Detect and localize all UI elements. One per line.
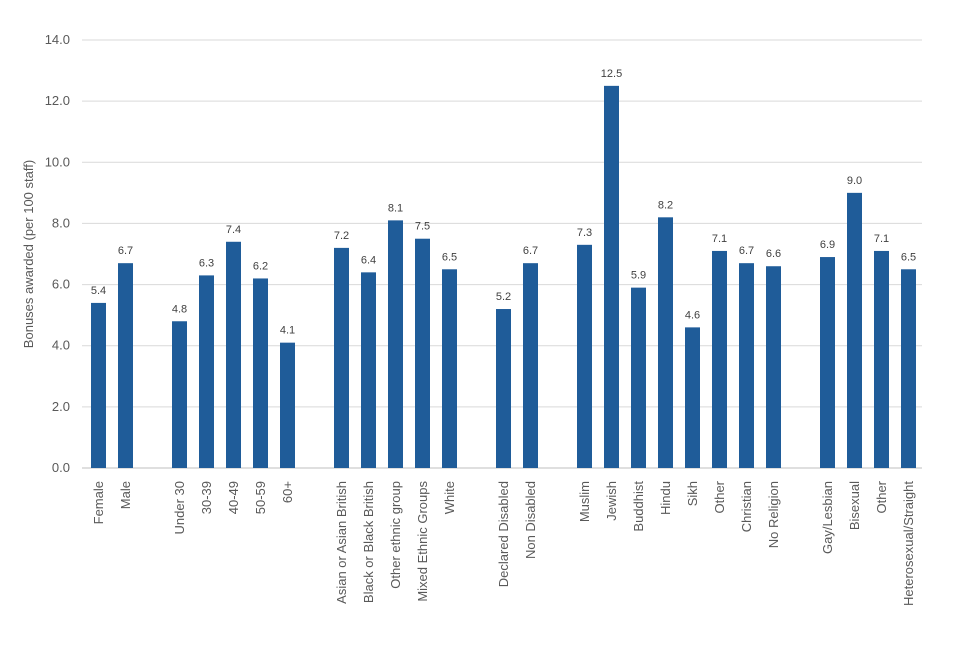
data-label: 6.3 xyxy=(199,257,214,269)
bar xyxy=(280,342,295,468)
data-label: 6.4 xyxy=(361,254,376,266)
x-tick-label: Jewish xyxy=(604,481,619,521)
bar xyxy=(766,266,781,468)
data-label: 7.3 xyxy=(577,227,592,239)
data-label: 6.7 xyxy=(739,245,754,257)
x-tick-label: Gay/Lesbian xyxy=(820,481,835,554)
bar xyxy=(172,321,187,468)
x-tick-label: White xyxy=(442,481,457,514)
x-tick-label: Mixed Ethnic Groups xyxy=(415,481,430,602)
bar xyxy=(334,247,349,468)
y-tick-label: 4.0 xyxy=(52,338,70,353)
x-tick-label: Buddhist xyxy=(631,481,646,532)
x-tick-label: Declared Disabled xyxy=(496,481,511,587)
data-label: 5.9 xyxy=(631,270,646,282)
x-tick-label: No Religion xyxy=(766,481,781,548)
x-tick-label: Sikh xyxy=(685,481,700,506)
bar xyxy=(820,257,835,468)
bar xyxy=(631,287,646,468)
y-tick-label: 0.0 xyxy=(52,460,70,475)
bar xyxy=(604,85,619,468)
bar xyxy=(118,263,133,468)
x-tick-label: Black or Black British xyxy=(361,481,376,603)
x-tick-label: Other xyxy=(874,480,889,513)
bar xyxy=(361,272,376,468)
bar xyxy=(577,244,592,468)
x-tick-label: 50-59 xyxy=(253,481,268,514)
y-tick-label: 10.0 xyxy=(45,154,70,169)
x-tick-label: Male xyxy=(118,481,133,509)
y-axis-title: Bonuses awarded (per 100 staff) xyxy=(21,160,36,348)
x-tick-label: Under 30 xyxy=(172,481,187,534)
bar xyxy=(847,192,862,468)
data-labels: 5.4 6.7 4.8 6.3 7.4 6.2 4.1 7.2 6.4 8.1 7.5 6.5 5.2 6… xyxy=(91,68,916,337)
data-label: 6.6 xyxy=(766,248,781,260)
bar xyxy=(712,250,727,468)
bar xyxy=(199,275,214,468)
x-tick-label: 40-49 xyxy=(226,481,241,514)
bar xyxy=(388,220,403,468)
bar xyxy=(739,263,754,468)
data-label: 9.0 xyxy=(847,175,862,187)
x-tick-label: Other ethnic group xyxy=(388,481,403,589)
data-label: 7.5 xyxy=(415,221,430,233)
x-tick-label: Non Disabled xyxy=(523,481,538,559)
data-label: 6.7 xyxy=(118,245,133,257)
bar xyxy=(226,241,241,468)
bar xyxy=(253,278,268,468)
bar xyxy=(523,263,538,468)
bar xyxy=(685,327,700,468)
y-axis-ticks: 0.0 2.0 4.0 6.0 8.0 10.0 12.0 14.0 xyxy=(45,32,70,475)
x-axis-labels: Female Male Under 30 30-39 40-49 50-59 60+ Asia… xyxy=(91,480,916,606)
data-label: 5.4 xyxy=(91,285,106,297)
data-label: 6.7 xyxy=(523,245,538,257)
data-label: 7.1 xyxy=(874,233,889,245)
bar xyxy=(901,269,916,468)
data-label: 8.1 xyxy=(388,202,403,214)
data-label: 7.2 xyxy=(334,230,349,242)
x-tick-label: Christian xyxy=(739,481,754,532)
data-label: 6.9 xyxy=(820,239,835,251)
y-tick-label: 2.0 xyxy=(52,399,70,414)
x-tick-label: Bisexual xyxy=(847,481,862,530)
bar xyxy=(415,238,430,468)
y-tick-label: 6.0 xyxy=(52,277,70,292)
bar xyxy=(91,302,106,468)
bars xyxy=(91,85,916,468)
bar xyxy=(658,217,673,468)
data-label: 4.8 xyxy=(172,303,187,315)
x-tick-label: 60+ xyxy=(280,481,295,503)
data-label: 12.5 xyxy=(601,68,622,80)
data-label: 7.4 xyxy=(226,224,241,236)
x-tick-label: 30-39 xyxy=(199,481,214,514)
data-label: 8.2 xyxy=(658,199,673,211)
data-label: 4.6 xyxy=(685,309,700,321)
bar xyxy=(874,250,889,468)
data-label: 6.2 xyxy=(253,260,268,272)
data-label: 6.5 xyxy=(442,251,457,263)
data-label: 7.1 xyxy=(712,233,727,245)
data-label: 4.1 xyxy=(280,325,295,337)
bar xyxy=(496,309,511,468)
data-label: 6.5 xyxy=(901,251,916,263)
x-tick-label: Asian or Asian British xyxy=(334,481,349,604)
y-tick-label: 12.0 xyxy=(45,93,70,108)
x-tick-label: Heterosexual/Straight xyxy=(901,481,916,606)
y-tick-label: 8.0 xyxy=(52,215,70,230)
bar xyxy=(442,269,457,468)
x-tick-label: Hindu xyxy=(658,481,673,515)
x-tick-label: Female xyxy=(91,481,106,524)
x-tick-label: Other xyxy=(712,480,727,513)
y-tick-label: 14.0 xyxy=(45,32,70,47)
x-tick-label: Muslim xyxy=(577,481,592,522)
data-label: 5.2 xyxy=(496,291,511,303)
